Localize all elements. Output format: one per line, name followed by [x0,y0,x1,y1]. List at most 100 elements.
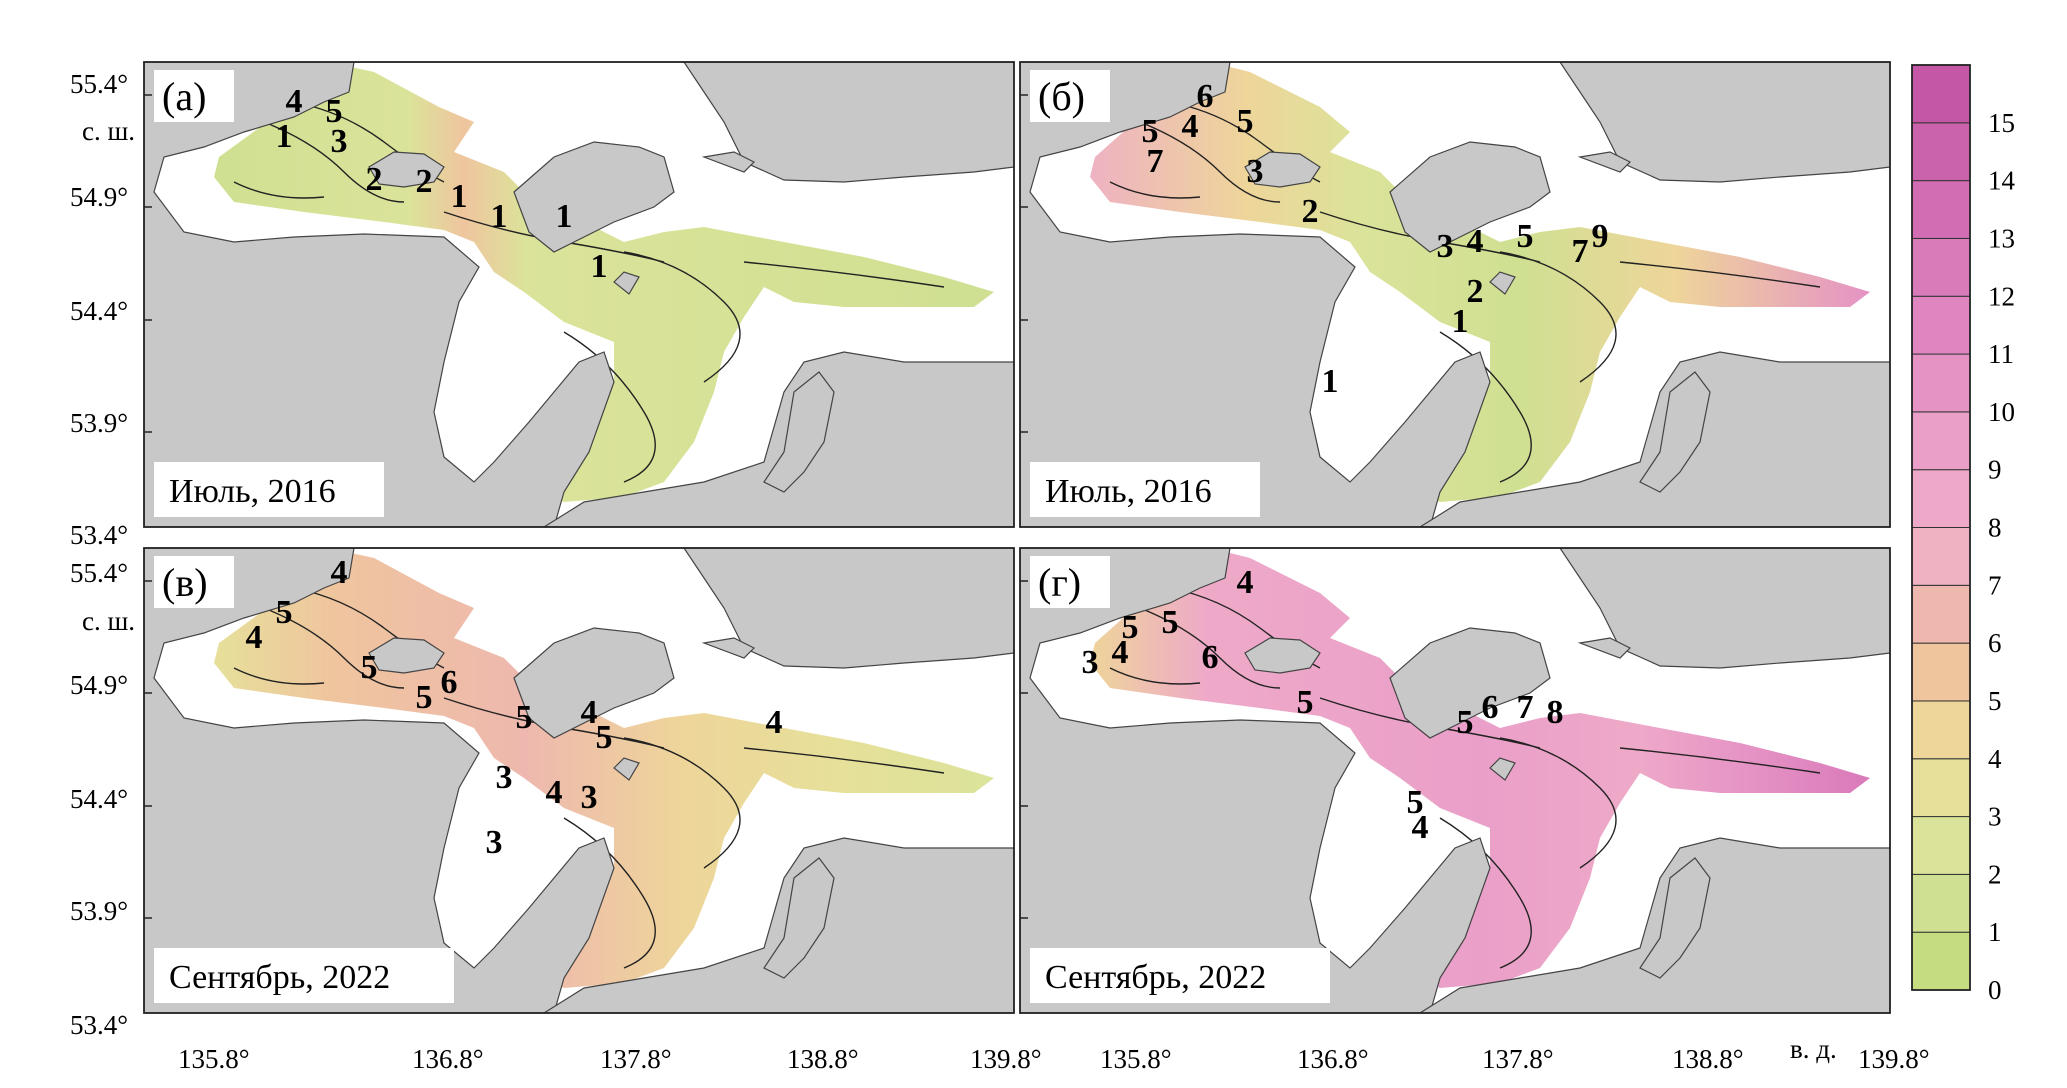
color-scale-tick: 10 [1988,397,2015,427]
contour-line [1499,737,1617,869]
contour-line [263,607,405,689]
land-mainland-s [542,351,1014,527]
contour-label: 7 [1147,143,1164,180]
contour-label: 6 [1202,639,1219,676]
color-scale-swatch [1911,873,1971,933]
panel-frame [143,61,1015,528]
panel-label: (а) [162,74,206,119]
land-island-s-inlet [1639,371,1711,493]
contour-label: 3 [1247,153,1264,190]
period-label: Июль, 2016 [1045,473,1212,510]
land-shantar-w [368,151,445,188]
land-mainland-w [144,548,615,1013]
color-scale-swatch [1911,642,1971,702]
color-scale-swatch [1911,469,1971,528]
color-scale-tick: 6 [1988,628,2002,658]
y-tick: 53.9° [70,896,128,926]
contour-label: 1 [1322,363,1339,400]
panel-label-box: (б) [1030,70,1110,122]
contour-label: 5 [276,594,293,631]
color-scale-tick: 8 [1988,513,2002,543]
land-small-island1 [1489,271,1516,295]
x-tick: 135.8° [1100,1044,1172,1074]
panel-label-box: (а) [154,70,234,122]
period-label-box: Июль, 2016 [154,462,384,517]
contour-label: 7 [1517,689,1534,726]
contour-label: 5 [416,679,433,716]
contour-label: 4 [286,83,303,120]
contour-label: 5 [1162,604,1179,641]
y-tick: 54.4° [70,296,128,326]
contour-label: 3 [331,123,348,160]
panel-label: (в) [162,560,208,605]
color-scale-tick: 13 [1988,223,2015,253]
contour-label: 4 [1182,108,1199,145]
panel-frame [143,547,1015,1014]
color-scale-swatch [1911,816,1971,875]
color-scale-tick: 1 [1988,917,2002,947]
period-label: Сентябрь, 2022 [169,959,390,996]
contour-line [563,331,656,483]
color-scale-swatch [1911,584,1971,644]
land-top-right-edge [1577,151,1632,173]
contour-line [1619,747,1821,774]
color-scale-swatch [1911,758,1971,818]
color-scale-frame [1911,64,1971,991]
contour-label: 1 [1452,303,1469,340]
land-small-island1 [1489,757,1516,781]
y-tick: 53.9° [70,408,128,438]
color-scale-tick: 11 [1988,339,2014,369]
contour-label: 4 [1412,809,1429,846]
contour-label: 5 [1457,704,1474,741]
contour-line [1619,261,1821,288]
contour-label: 5 [516,699,533,736]
contour-label: 1 [491,198,508,235]
land-island-n [1389,141,1551,253]
contour-label: 4 [581,694,598,731]
color-scale-tick: 2 [1988,859,2002,889]
contour-label: 4 [331,554,348,591]
contour-label: 5 [1407,784,1424,821]
land-mainland-w [144,62,615,527]
contour-line [743,747,945,774]
contour-label: 4 [546,774,563,811]
color-scale-tick: 15 [1988,108,2015,138]
y-tick: 55.4° [70,558,128,588]
land-shantar-w [1244,151,1321,188]
contour-line [1139,607,1281,689]
period-label-box: Сентябрь, 2022 [1030,948,1330,1003]
color-scale-swatch [1911,527,1971,586]
contour-label: 3 [1437,228,1454,265]
panel-label: (г) [1038,560,1081,605]
land-top-right-edge [701,151,756,173]
color-scale-tick: 0 [1988,975,2002,1005]
contour-line [1139,121,1281,203]
x-axis: 135.8° 136.8° 137.8° 138.8° 139.8° 135.8… [178,1034,1930,1074]
contour-line [743,261,945,288]
contour-label: 5 [1517,218,1534,255]
land-top-right-edge [701,637,756,659]
contour-label: 5 [1122,609,1139,646]
x-axis-unit: в. д. [1790,1034,1837,1064]
contour-line [1439,817,1532,969]
contour-line [263,121,405,203]
contour-line [233,667,325,685]
contour-label: 3 [486,824,503,861]
y-axis-unit: с. ш. [82,606,135,636]
contour-line [1109,181,1201,199]
contour-label: 1 [556,198,573,235]
contour-label: 8 [1547,694,1564,731]
color-scale-swatch [1911,295,1971,355]
color-scale-tick: 14 [1988,166,2016,196]
y-tick: 55.4° [70,69,128,99]
contour-label: 1 [451,178,468,215]
land-mainland-s [1418,837,1890,1013]
y-tick: 54.4° [70,784,128,814]
land-small-island1 [613,757,640,781]
land-shantar-w [368,637,445,674]
period-label-box: Сентябрь, 2022 [154,948,454,1003]
color-scale-swatch [1911,64,1971,124]
color-scale-tick: 9 [1988,455,2002,485]
land-island-n [513,141,675,253]
